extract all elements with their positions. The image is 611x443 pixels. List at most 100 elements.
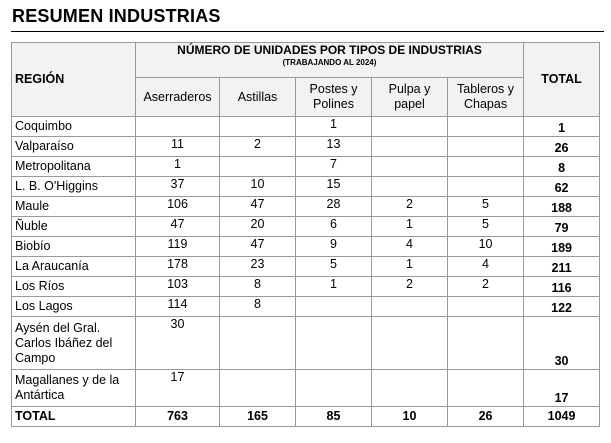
value-cell: 2	[371, 196, 448, 217]
total-cell: 763	[135, 406, 220, 427]
table-row: Magallanes y de la Antártica 17 17	[11, 369, 601, 407]
value-cell: 11	[135, 136, 220, 157]
value-cell: 5	[446, 216, 525, 237]
row-total-cell: 1	[523, 116, 601, 137]
total-cell: 10	[371, 406, 448, 427]
table-row: Biobío 119 47 9 4 10 189	[11, 236, 601, 257]
total-cell: 85	[295, 406, 372, 427]
table-row: Maule 106 47 28 2 5 188	[11, 196, 601, 217]
column-header-pulpa-papel: Pulpa y papel	[371, 77, 448, 117]
value-cell	[371, 116, 448, 137]
region-cell: L. B. O'Higgins	[11, 176, 136, 197]
table-body: Coquimbo 1 1 Valparaíso 11 2 13 26 Metropolitana…	[11, 116, 601, 407]
value-cell	[295, 296, 372, 317]
value-cell: 13	[295, 136, 372, 157]
row-total-cell: 79	[523, 216, 601, 237]
table-row: Valparaíso 11 2 13 26	[11, 136, 601, 157]
page-title: RESUMEN INDUSTRIAS	[12, 6, 221, 26]
value-cell	[446, 316, 525, 370]
region-cell: La Araucanía	[11, 256, 136, 277]
value-cell: 8	[219, 296, 296, 317]
column-header-aserraderos: Aserraderos	[135, 77, 220, 117]
region-cell: Biobío	[11, 236, 136, 257]
value-cell: 37	[135, 176, 220, 197]
table-row: La Araucanía 178 23 5 1 4 211	[11, 256, 601, 277]
value-cell: 47	[219, 236, 296, 257]
row-total-cell: 8	[523, 156, 601, 177]
table-row: L. B. O'Higgins 37 10 15 62	[11, 176, 601, 197]
industries-table: REGIÓN NÚMERO DE UNIDADES POR TIPOS DE I…	[11, 42, 601, 427]
row-total-cell: 17	[523, 369, 601, 407]
table-row: Coquimbo 1 1	[11, 116, 601, 137]
region-cell: Los Ríos	[11, 276, 136, 297]
region-cell: Maule	[11, 196, 136, 217]
value-cell: 17	[135, 369, 220, 407]
table-row: Metropolitana 1 7 8	[11, 156, 601, 177]
value-cell	[446, 296, 525, 317]
value-cell	[219, 116, 296, 137]
total-header: TOTAL	[523, 42, 601, 117]
region-cell: Magallanes y de la Antártica	[11, 369, 136, 407]
totals-row: TOTAL 763 165 85 10 26 1049	[11, 406, 601, 427]
value-cell: 6	[295, 216, 372, 237]
total-cell: 26	[446, 406, 525, 427]
row-total-cell: 30	[523, 316, 601, 370]
value-cell: 1	[371, 216, 448, 237]
value-cell: 15	[295, 176, 372, 197]
region-cell: Ñuble	[11, 216, 136, 237]
column-header-tableros-chapas: Tableros y Chapas	[446, 77, 525, 117]
region-cell: Metropolitana	[11, 156, 136, 177]
grand-total-cell: 1049	[523, 406, 601, 427]
row-total-cell: 189	[523, 236, 601, 257]
title-underline	[11, 31, 604, 32]
value-cell: 2	[219, 136, 296, 157]
table-row: Los Ríos 103 8 1 2 2 116	[11, 276, 601, 297]
value-cell	[219, 369, 296, 407]
value-cell: 1	[295, 276, 372, 297]
value-cell: 4	[371, 236, 448, 257]
value-cell	[295, 316, 372, 370]
value-cell: 23	[219, 256, 296, 277]
value-cell: 1	[295, 116, 372, 137]
value-cell: 5	[446, 196, 525, 217]
region-header: REGIÓN	[11, 42, 136, 117]
value-cell: 2	[371, 276, 448, 297]
region-cell: Los Lagos	[11, 296, 136, 317]
value-cell	[446, 116, 525, 137]
value-cell: 4	[446, 256, 525, 277]
value-cell: 2	[446, 276, 525, 297]
table-row: Los Lagos 114 8 122	[11, 296, 601, 317]
table-row: Ñuble 47 20 6 1 5 79	[11, 216, 601, 237]
industry-group-header: NÚMERO DE UNIDADES POR TIPOS DE INDUSTRI…	[134, 42, 525, 78]
value-cell	[135, 116, 220, 137]
value-cell: 10	[446, 236, 525, 257]
value-cell	[371, 176, 448, 197]
region-cell: Coquimbo	[11, 116, 136, 137]
region-cell: Aysén del Gral. Carlos Ibáñez del Campo	[11, 316, 136, 370]
region-cell: Valparaíso	[11, 136, 136, 157]
value-cell: 178	[135, 256, 220, 277]
value-cell: 9	[295, 236, 372, 257]
value-cell: 28	[295, 196, 372, 217]
column-header-postes-polines: Postes y Polines	[295, 77, 372, 117]
row-total-cell: 188	[523, 196, 601, 217]
value-cell	[371, 316, 448, 370]
industry-group-subtitle: (TRABAJANDO AL 2024)	[282, 58, 377, 67]
value-cell	[219, 316, 296, 370]
value-cell	[371, 369, 448, 407]
table-row: Aysén del Gral. Carlos Ibáñez del Campo 3…	[11, 316, 601, 370]
value-cell: 10	[219, 176, 296, 197]
value-cell: 7	[295, 156, 372, 177]
value-cell: 47	[219, 196, 296, 217]
value-cell: 106	[135, 196, 220, 217]
value-cell	[371, 296, 448, 317]
value-cell: 119	[135, 236, 220, 257]
value-cell: 103	[135, 276, 220, 297]
value-cell	[446, 176, 525, 197]
column-header-astillas: Astillas	[219, 77, 296, 117]
value-cell: 8	[219, 276, 296, 297]
value-cell	[371, 156, 448, 177]
value-cell	[446, 156, 525, 177]
value-cell: 114	[135, 296, 220, 317]
totals-label: TOTAL	[11, 406, 136, 427]
